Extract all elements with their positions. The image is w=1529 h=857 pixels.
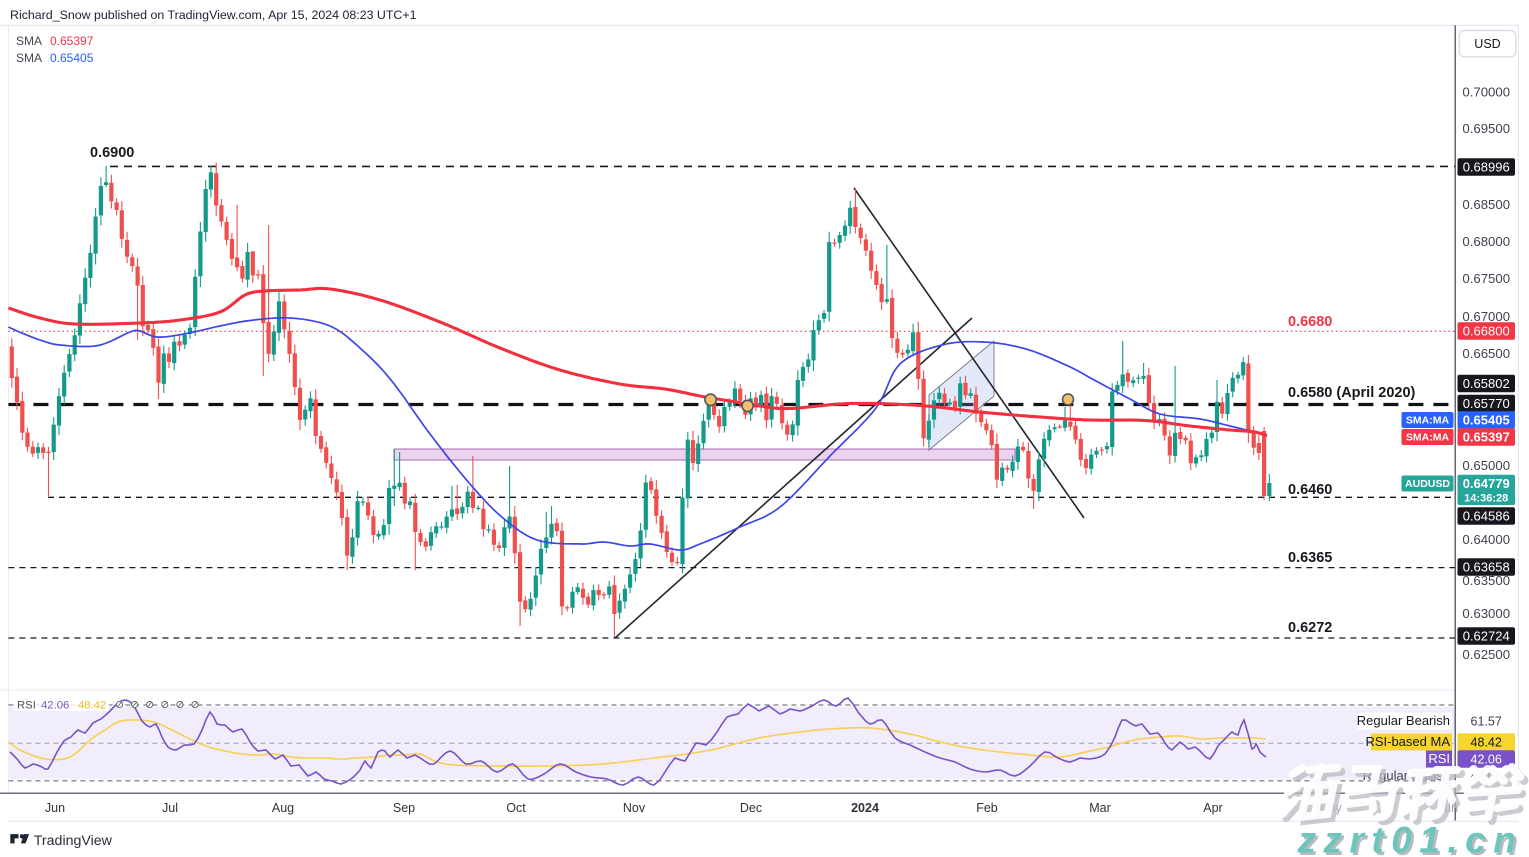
svg-text:0.6900: 0.6900 — [90, 145, 134, 161]
svg-text:SMA:MA: SMA:MA — [1406, 415, 1450, 427]
svg-text:0.62500: 0.62500 — [1462, 647, 1510, 662]
svg-text:zzrt01.cn: zzrt01.cn — [1299, 822, 1526, 857]
svg-text:0.67000: 0.67000 — [1462, 309, 1510, 324]
svg-text:0.66500: 0.66500 — [1462, 346, 1510, 361]
svg-text:Apr: Apr — [1203, 801, 1222, 815]
svg-text:0.66800: 0.66800 — [1463, 324, 1510, 339]
svg-text:AUDUSD: AUDUSD — [1405, 478, 1450, 490]
svg-text:0.6365: 0.6365 — [1288, 550, 1332, 566]
svg-text:Oct: Oct — [506, 801, 526, 815]
svg-text:0.65397: 0.65397 — [1463, 430, 1510, 445]
svg-text:0.6272: 0.6272 — [1288, 620, 1332, 636]
svg-text:0.63500: 0.63500 — [1462, 573, 1510, 588]
svg-text:48.42: 48.42 — [1471, 736, 1502, 750]
svg-text:14:36:28: 14:36:28 — [1464, 493, 1508, 505]
svg-text:0.6580 (April 2020): 0.6580 (April 2020) — [1288, 385, 1416, 401]
svg-text:Aug: Aug — [272, 801, 294, 815]
svg-text:TradingView: TradingView — [34, 833, 113, 849]
svg-text:0.6680: 0.6680 — [1288, 314, 1332, 330]
svg-text:RSI-based MA: RSI-based MA — [1365, 734, 1450, 749]
svg-text:42.06: 42.06 — [1471, 753, 1502, 767]
svg-text:Richard_Snow published on Trad: Richard_Snow published on TradingView.co… — [10, 8, 417, 22]
svg-text:SMA: SMA — [16, 51, 42, 65]
svg-text:0.6460: 0.6460 — [1288, 482, 1332, 498]
svg-text:48.42: 48.42 — [78, 700, 106, 712]
svg-text:0.65770: 0.65770 — [1463, 396, 1510, 411]
svg-text:0.64586: 0.64586 — [1463, 509, 1510, 524]
svg-text:0.70000: 0.70000 — [1462, 84, 1510, 99]
svg-text:0.65802: 0.65802 — [1463, 376, 1510, 391]
svg-text:Nov: Nov — [623, 801, 646, 815]
svg-text:Jul: Jul — [162, 801, 178, 815]
svg-text:SMA:MA: SMA:MA — [1406, 432, 1450, 444]
svg-text:0.63000: 0.63000 — [1462, 606, 1510, 621]
svg-text:0.64000: 0.64000 — [1462, 532, 1510, 547]
svg-text:61.57: 61.57 — [1471, 715, 1502, 729]
svg-text:USD: USD — [1474, 37, 1500, 51]
svg-text:0.62724: 0.62724 — [1463, 629, 1510, 644]
svg-text:0.68500: 0.68500 — [1462, 197, 1510, 212]
svg-text:Jun: Jun — [45, 801, 65, 815]
svg-text:0.64779: 0.64779 — [1463, 476, 1510, 491]
svg-text:2024: 2024 — [851, 801, 879, 815]
svg-text:0.68000: 0.68000 — [1462, 234, 1510, 249]
svg-text:RSI: RSI — [17, 700, 36, 712]
svg-text:Feb: Feb — [976, 801, 998, 815]
svg-text:0.65000: 0.65000 — [1462, 458, 1510, 473]
svg-text:Dec: Dec — [740, 801, 762, 815]
svg-text:0.68996: 0.68996 — [1463, 160, 1510, 175]
svg-text:42.06: 42.06 — [41, 700, 69, 712]
svg-text:0.67500: 0.67500 — [1462, 271, 1510, 286]
svg-text:Mar: Mar — [1089, 801, 1111, 815]
svg-text:Sep: Sep — [393, 801, 415, 815]
svg-text:0.65405: 0.65405 — [1463, 413, 1510, 428]
svg-text:0.65405: 0.65405 — [50, 51, 94, 65]
svg-text:zzrt01.cn: zzrt01.cn — [1297, 820, 1524, 857]
svg-text:RSI: RSI — [1428, 751, 1450, 766]
svg-text:0.63658: 0.63658 — [1463, 560, 1510, 575]
svg-text:0.69500: 0.69500 — [1462, 121, 1510, 136]
svg-text:Regular Bearish: Regular Bearish — [1357, 713, 1450, 728]
svg-text:0.65397: 0.65397 — [50, 34, 94, 48]
svg-text:SMA: SMA — [16, 34, 42, 48]
